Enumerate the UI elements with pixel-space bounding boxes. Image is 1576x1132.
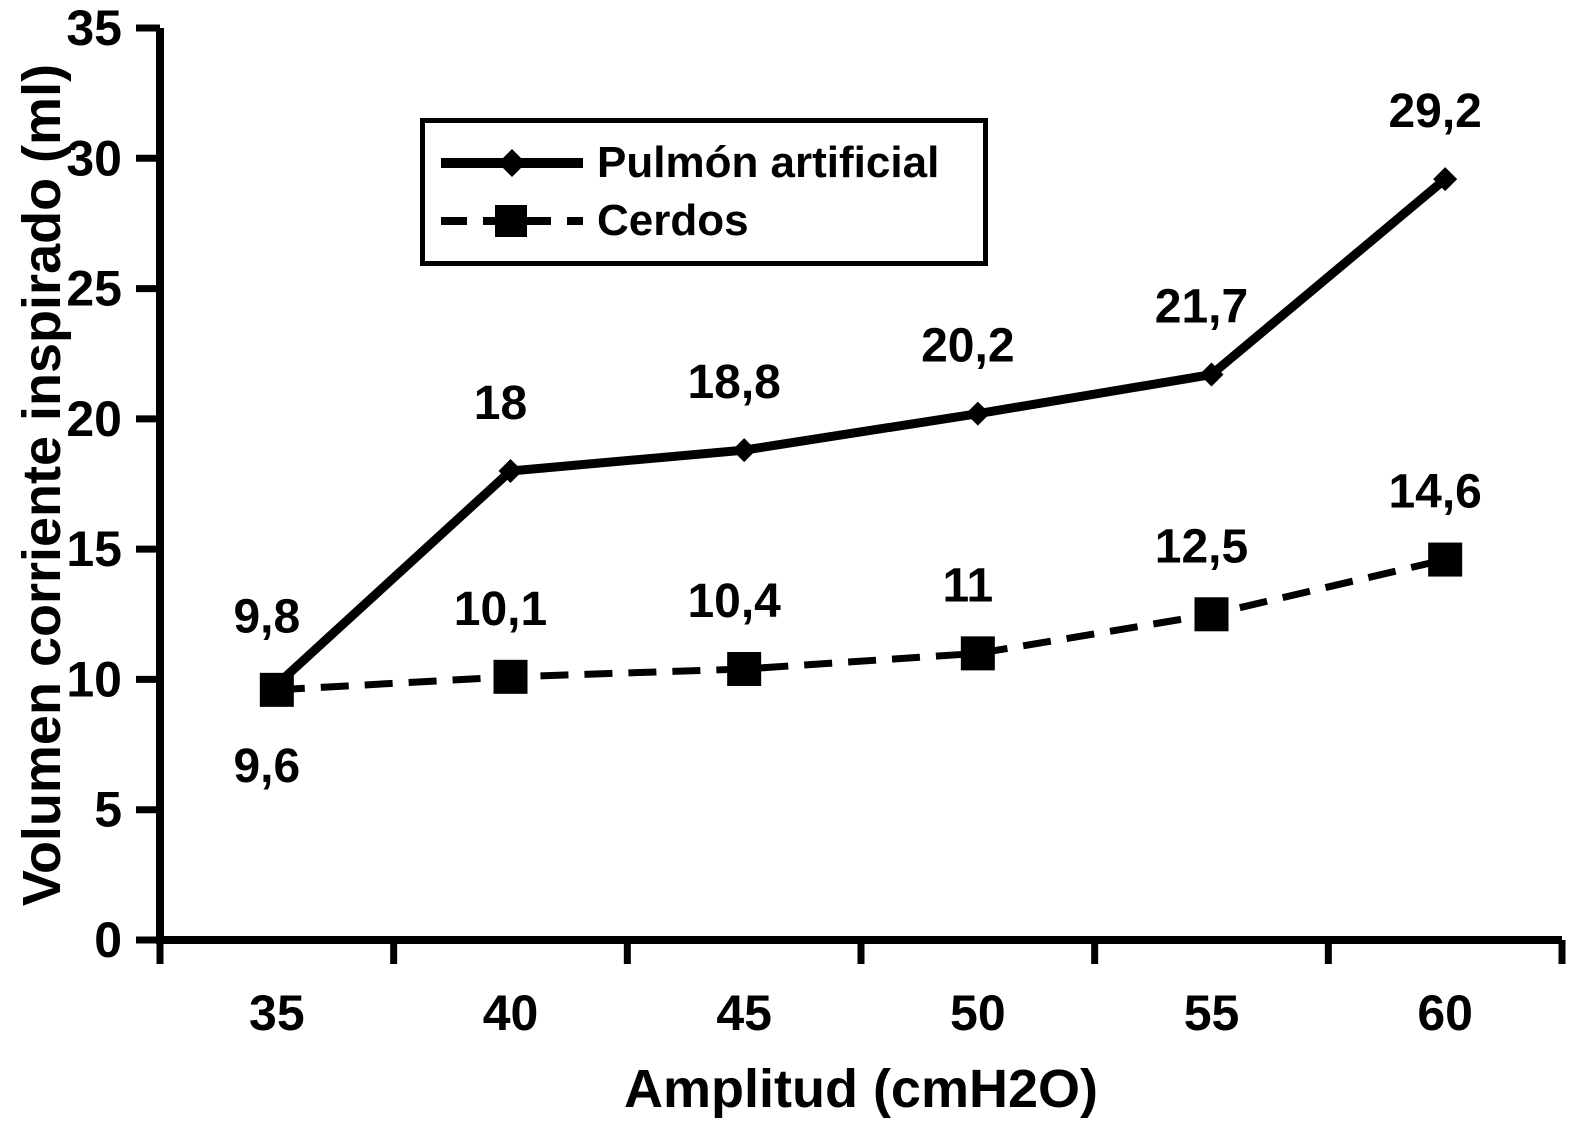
svg-text:35: 35 [249, 985, 305, 1041]
legend-item-cerdos: Cerdos [437, 199, 971, 243]
svg-text:40: 40 [483, 985, 539, 1041]
svg-text:45: 45 [716, 985, 772, 1041]
y-axis-title: Volumen corriente inspirado (ml) [12, 63, 72, 907]
svg-text:20: 20 [66, 391, 122, 447]
svg-text:0: 0 [94, 912, 122, 968]
legend-item-pulmon-artificial: Pulmón artificial [437, 141, 971, 185]
svg-text:12,5: 12,5 [1155, 520, 1248, 573]
svg-text:30: 30 [66, 130, 122, 186]
svg-text:11: 11 [942, 559, 993, 612]
legend-label: Cerdos [597, 196, 749, 245]
dashed-line-square-marker-icon [441, 205, 583, 237]
svg-text:10,4: 10,4 [687, 575, 781, 628]
svg-text:55: 55 [1184, 985, 1240, 1041]
svg-text:25: 25 [66, 261, 122, 317]
svg-text:5: 5 [94, 782, 122, 838]
svg-text:50: 50 [950, 985, 1006, 1041]
svg-text:10,1: 10,1 [454, 583, 547, 636]
svg-text:14,6: 14,6 [1388, 466, 1481, 519]
svg-text:15: 15 [66, 521, 122, 577]
svg-text:10: 10 [66, 651, 122, 707]
svg-text:20,2: 20,2 [921, 320, 1014, 373]
svg-text:21,7: 21,7 [1155, 281, 1248, 334]
legend-label: Pulmón artificial [597, 138, 940, 187]
svg-text:29,2: 29,2 [1388, 85, 1481, 138]
x-axis-title: Amplitud (cmH2O) [623, 1059, 1098, 1119]
svg-text:18,8: 18,8 [687, 356, 780, 409]
svg-text:18: 18 [474, 377, 527, 430]
svg-text:35: 35 [66, 0, 122, 56]
legend: Pulmón artificial Cerdos [420, 118, 988, 266]
svg-text:9,6: 9,6 [233, 740, 300, 793]
svg-text:9,8: 9,8 [233, 591, 300, 644]
svg-text:60: 60 [1417, 985, 1473, 1041]
solid-line-diamond-marker-icon [441, 149, 583, 177]
